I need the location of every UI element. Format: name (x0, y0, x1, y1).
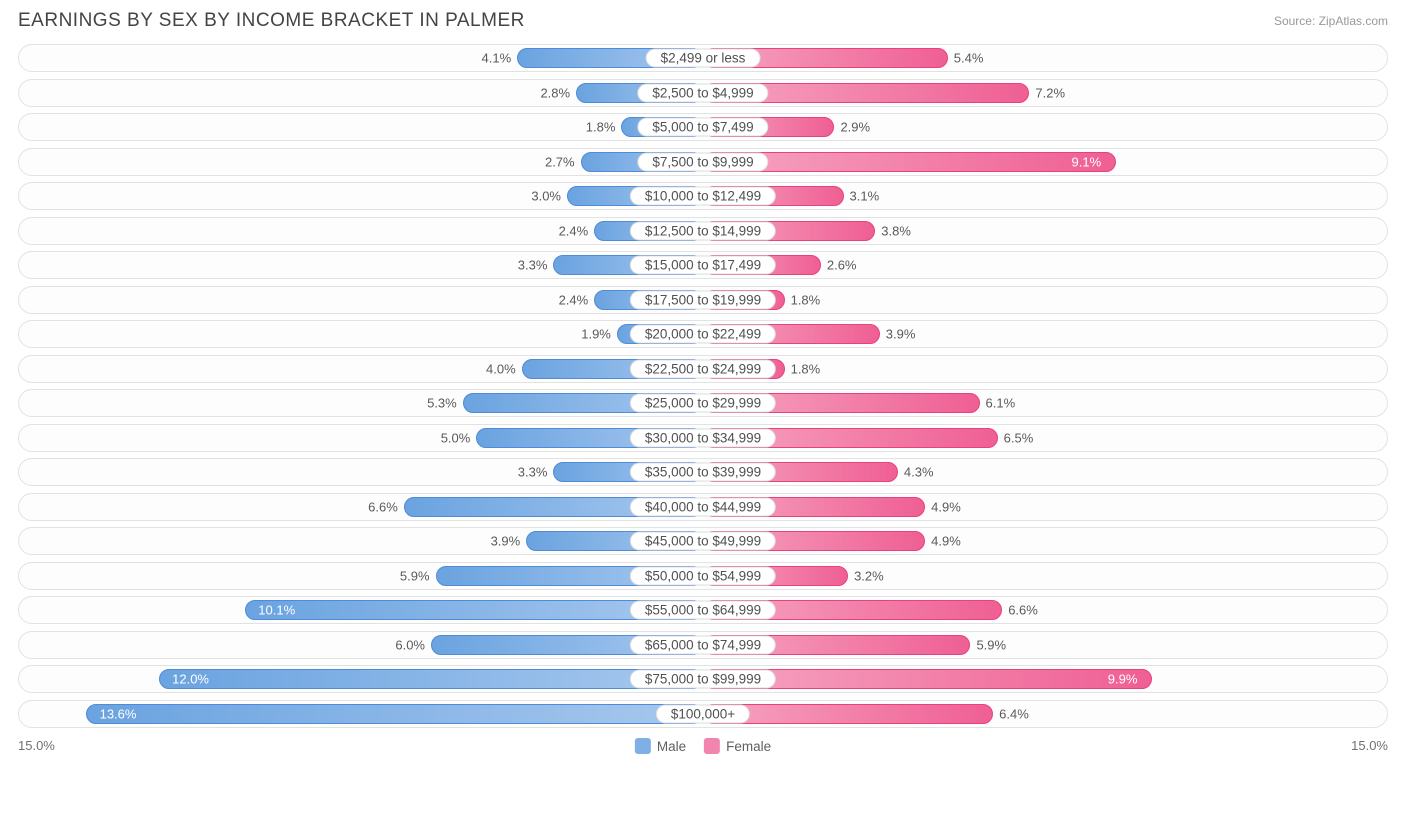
axis-label-right: 15.0% (1351, 738, 1388, 753)
female-value: 3.8% (881, 223, 911, 238)
male-value: 2.8% (540, 85, 570, 100)
bar-row: 6.6% 4.9% $40,000 to $44,999 (18, 493, 1388, 521)
category-label: $30,000 to $34,999 (630, 428, 776, 447)
female-value: 9.1% (1072, 154, 1102, 169)
bar-row: 1.9% 3.9% $20,000 to $22,499 (18, 320, 1388, 348)
male-value: 2.7% (545, 154, 575, 169)
category-label: $2,499 or less (646, 49, 761, 68)
male-value: 4.1% (482, 51, 512, 66)
bar-row: 4.1% 5.4% $2,499 or less (18, 44, 1388, 72)
legend-item-male: Male (635, 738, 686, 754)
male-value: 5.3% (427, 396, 457, 411)
legend-swatch-female (704, 738, 720, 754)
category-label: $20,000 to $22,499 (630, 325, 776, 344)
legend: Male Female (635, 738, 771, 754)
category-label: $40,000 to $44,999 (630, 497, 776, 516)
female-value: 3.9% (886, 327, 916, 342)
female-value: 9.9% (1108, 672, 1138, 687)
bar-row: 3.9% 4.9% $45,000 to $49,999 (18, 527, 1388, 555)
male-value: 3.0% (531, 189, 561, 204)
female-value: 2.6% (827, 258, 857, 273)
male-bar (159, 669, 703, 689)
female-value: 4.9% (931, 534, 961, 549)
bar-row: 6.0% 5.9% $65,000 to $74,999 (18, 631, 1388, 659)
category-label: $50,000 to $54,999 (630, 566, 776, 585)
bar-row: 2.8% 7.2% $2,500 to $4,999 (18, 79, 1388, 107)
chart-source: Source: ZipAtlas.com (1274, 14, 1388, 28)
male-value: 3.3% (518, 465, 548, 480)
female-value: 6.1% (986, 396, 1016, 411)
female-value: 6.5% (1004, 430, 1034, 445)
male-value: 1.8% (586, 120, 616, 135)
male-value: 3.9% (491, 534, 521, 549)
male-value: 2.4% (559, 292, 589, 307)
bar-row: 3.0% 3.1% $10,000 to $12,499 (18, 182, 1388, 210)
bar-row: 5.9% 3.2% $50,000 to $54,999 (18, 562, 1388, 590)
category-label: $2,500 to $4,999 (637, 83, 768, 102)
axis-label-left: 15.0% (18, 738, 55, 753)
category-label: $55,000 to $64,999 (630, 601, 776, 620)
bar-row: 2.4% 1.8% $17,500 to $19,999 (18, 286, 1388, 314)
female-value: 6.6% (1008, 603, 1038, 618)
female-value: 1.8% (791, 292, 821, 307)
category-label: $75,000 to $99,999 (630, 670, 776, 689)
legend-label-female: Female (726, 739, 771, 754)
male-value: 6.0% (395, 637, 425, 652)
bar-row: 4.0% 1.8% $22,500 to $24,999 (18, 355, 1388, 383)
male-value: 5.9% (400, 568, 430, 583)
legend-item-female: Female (704, 738, 771, 754)
bar-row: 3.3% 2.6% $15,000 to $17,499 (18, 251, 1388, 279)
chart-header: EARNINGS BY SEX BY INCOME BRACKET IN PAL… (0, 0, 1406, 38)
male-value: 1.9% (581, 327, 611, 342)
category-label: $22,500 to $24,999 (630, 359, 776, 378)
chart-title: EARNINGS BY SEX BY INCOME BRACKET IN PAL… (18, 10, 525, 32)
chart-area: 4.1% 5.4% $2,499 or less 2.8% 7.2% $2,500 to … (0, 38, 1406, 728)
female-value: 6.4% (999, 706, 1029, 721)
male-value: 6.6% (368, 499, 398, 514)
category-label: $7,500 to $9,999 (637, 152, 768, 171)
bar-row: 5.3% 6.1% $25,000 to $29,999 (18, 389, 1388, 417)
male-value: 2.4% (559, 223, 589, 238)
male-value: 12.0% (172, 672, 209, 687)
female-value: 3.2% (854, 568, 884, 583)
bar-row: 10.1% 6.6% $55,000 to $64,999 (18, 596, 1388, 624)
bar-row: 5.0% 6.5% $30,000 to $34,999 (18, 424, 1388, 452)
bar-row: 13.6% 6.4% $100,000+ (18, 700, 1388, 728)
female-value: 1.8% (791, 361, 821, 376)
category-label: $25,000 to $29,999 (630, 394, 776, 413)
category-label: $5,000 to $7,499 (637, 118, 768, 137)
female-value: 4.9% (931, 499, 961, 514)
female-value: 7.2% (1035, 85, 1065, 100)
female-value: 4.3% (904, 465, 934, 480)
bar-row: 12.0% 9.9% $75,000 to $99,999 (18, 665, 1388, 693)
male-value: 4.0% (486, 361, 516, 376)
category-label: $100,000+ (656, 704, 750, 723)
category-label: $15,000 to $17,499 (630, 256, 776, 275)
male-value: 10.1% (258, 603, 295, 618)
bar-row: 1.8% 2.9% $5,000 to $7,499 (18, 113, 1388, 141)
category-label: $12,500 to $14,999 (630, 221, 776, 240)
bar-row: 3.3% 4.3% $35,000 to $39,999 (18, 458, 1388, 486)
category-label: $65,000 to $74,999 (630, 635, 776, 654)
bar-row: 2.7% 9.1% $7,500 to $9,999 (18, 148, 1388, 176)
female-value: 5.4% (954, 51, 984, 66)
bar-row: 2.4% 3.8% $12,500 to $14,999 (18, 217, 1388, 245)
male-value: 5.0% (441, 430, 471, 445)
legend-label-male: Male (657, 739, 686, 754)
category-label: $10,000 to $12,499 (630, 187, 776, 206)
male-value: 3.3% (518, 258, 548, 273)
female-value: 2.9% (840, 120, 870, 135)
category-label: $17,500 to $19,999 (630, 290, 776, 309)
category-label: $45,000 to $49,999 (630, 532, 776, 551)
chart-footer: 15.0% Male Female 15.0% (0, 734, 1406, 762)
male-bar (86, 704, 703, 724)
legend-swatch-male (635, 738, 651, 754)
male-value: 13.6% (100, 706, 137, 721)
category-label: $35,000 to $39,999 (630, 463, 776, 482)
female-value: 5.9% (976, 637, 1006, 652)
female-value: 3.1% (850, 189, 880, 204)
